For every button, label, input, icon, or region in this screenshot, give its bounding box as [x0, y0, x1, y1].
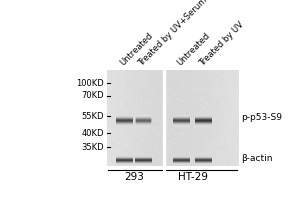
- Text: 40KD: 40KD: [81, 129, 104, 138]
- Text: Treated by UV+Serum: Treated by UV+Serum: [137, 0, 209, 68]
- Text: Untreated: Untreated: [118, 32, 155, 68]
- Text: β-actin: β-actin: [241, 154, 272, 163]
- Text: 100KD: 100KD: [76, 79, 104, 88]
- Text: p-p53-S9: p-p53-S9: [241, 113, 282, 122]
- Text: Untreated: Untreated: [175, 32, 212, 68]
- Text: HT-29: HT-29: [178, 172, 208, 182]
- Text: 70KD: 70KD: [81, 91, 104, 100]
- Text: 35KD: 35KD: [81, 143, 104, 152]
- Text: 293: 293: [124, 172, 144, 182]
- Text: Treated by UV: Treated by UV: [197, 20, 245, 68]
- Text: 55KD: 55KD: [81, 112, 104, 121]
